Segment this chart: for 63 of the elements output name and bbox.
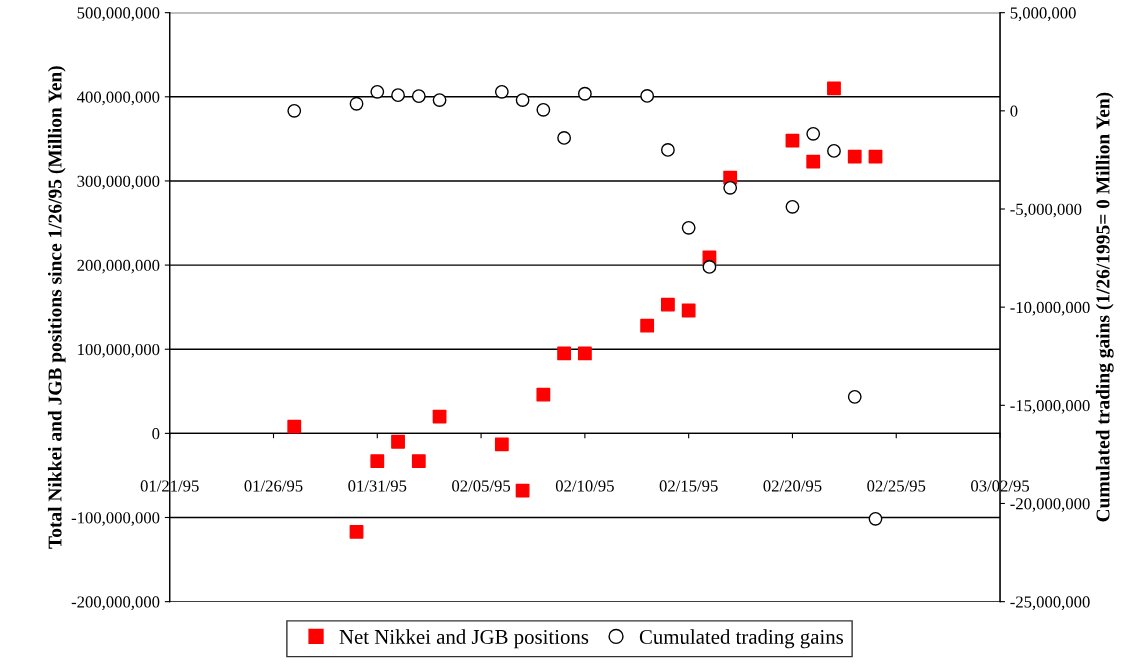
- legend-label: Cumulated trading gains: [639, 629, 844, 649]
- x-tick-label: 02/20/95: [763, 480, 822, 492]
- point: [536, 387, 551, 402]
- point: [640, 89, 655, 103]
- y-tick-label: 400,000,000: [76, 91, 160, 106]
- point: [536, 102, 551, 117]
- y2-tick-label: 5,000,000: [1010, 7, 1076, 22]
- y-tick-label: 100,000,000: [78, 343, 160, 358]
- y-tick-label: 0: [152, 428, 160, 440]
- point: [432, 93, 447, 107]
- y2-tick-label: -15,000,000: [1010, 400, 1090, 414]
- x-tick-label: 02/05/95: [452, 480, 511, 492]
- y2-axis-title: Cumulated trading gains (1/26/1995= 0 Million Yen): [1095, 92, 1114, 522]
- point: [681, 303, 696, 318]
- point: [827, 143, 841, 158]
- legend-label: Net Nikkei and JGB positions: [339, 629, 589, 649]
- y-tick-label: 500,000,000: [77, 7, 160, 22]
- point: [349, 524, 364, 539]
- y-tick-label: -100,000,000: [71, 512, 160, 526]
- point: [661, 142, 675, 157]
- point: [640, 318, 655, 333]
- point: [557, 131, 572, 145]
- point: [661, 297, 675, 312]
- y2-tick-label: -25,000,000: [1010, 596, 1090, 610]
- point: [681, 220, 696, 235]
- x-tick-label: 02/25/95: [867, 480, 926, 492]
- x-tick-label: 01/26/95: [244, 480, 303, 492]
- point: [349, 96, 364, 111]
- point: [411, 454, 426, 469]
- y2-tick-label: -10,000,000: [1010, 301, 1090, 316]
- point: [411, 89, 426, 104]
- y-tick-label: 300,000,000: [77, 175, 160, 190]
- y2-tick-label: -20,000,000: [1010, 498, 1090, 512]
- point: [494, 437, 509, 452]
- point: [515, 483, 530, 498]
- point: [806, 154, 821, 169]
- point: [868, 511, 883, 526]
- y2-tick-label: 0: [1010, 105, 1018, 117]
- point: [557, 346, 572, 361]
- y-tick-label: -200,000,000: [71, 596, 160, 610]
- point: [702, 260, 717, 274]
- point: [827, 81, 841, 96]
- y-tick-label: 200,000,000: [77, 259, 160, 274]
- x-tick-label: 01/31/95: [348, 480, 407, 492]
- point: [785, 199, 800, 214]
- point: [370, 454, 385, 469]
- x-tick-label: 02/10/95: [555, 480, 614, 492]
- point: [494, 84, 509, 99]
- point: [287, 103, 302, 118]
- point: [806, 126, 821, 141]
- point: [370, 84, 385, 99]
- point: [723, 180, 738, 195]
- x-tick-label: 02/15/95: [659, 480, 718, 492]
- point: [287, 419, 302, 434]
- point: [391, 434, 405, 449]
- point: [847, 149, 862, 164]
- y-axis-title: Total Nikkei and JGB positions since 1/26/95 (Million Yen): [47, 66, 66, 549]
- point: [847, 389, 862, 404]
- point: [391, 88, 405, 103]
- point: [577, 86, 592, 101]
- point: [515, 93, 530, 107]
- y2-tick-label: -5,000,000: [1010, 203, 1082, 218]
- point: [577, 346, 592, 361]
